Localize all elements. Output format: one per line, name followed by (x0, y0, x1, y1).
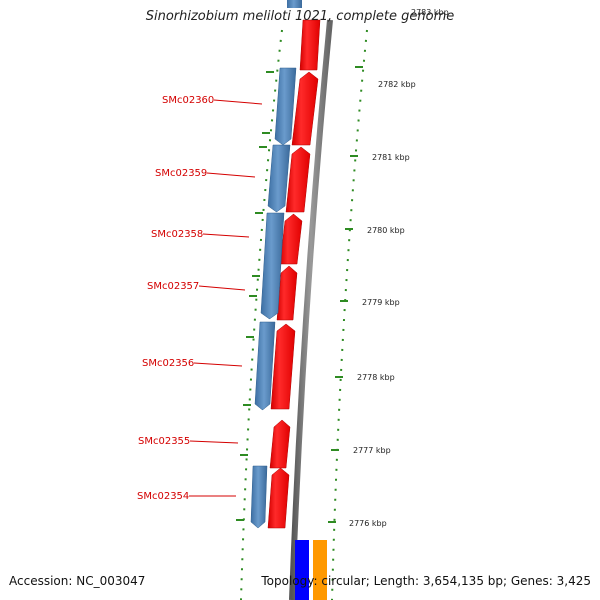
gene-label: SMc02355 (138, 436, 190, 447)
forward-gene-arrow (299, 19, 321, 71)
reverse-gene-arrow (254, 321, 276, 411)
feature-orange-block (313, 540, 327, 600)
gene-leader-line (193, 362, 243, 367)
ruler-tick-label: 2776 kbp (349, 519, 387, 528)
reverse-gene-arrow (260, 212, 285, 320)
gene-label: SMc02356 (142, 358, 194, 369)
ruler-tick-label: 2783 kbp (411, 8, 449, 17)
accession-text: Accession: NC_003047 (9, 574, 146, 588)
ruler-tick-label: 2777 kbp (353, 446, 391, 455)
forward-gene-arrow (285, 146, 311, 213)
gene-label: SMc02359 (155, 168, 207, 179)
ruler-tick-label: 2778 kbp (357, 373, 395, 382)
forward-gene-arrow (279, 213, 303, 265)
gene-leader-line (198, 285, 246, 291)
reverse-gene-arrow (267, 144, 291, 213)
feature-blue-block (295, 540, 309, 600)
gene-leader-line (202, 233, 250, 238)
gene-track (250, 0, 321, 529)
gene-leader-line (206, 172, 256, 178)
gene-leader-line (189, 440, 239, 444)
gc-skew-track (236, 29, 368, 600)
ruler-track: 2783 kbp 2782 kbp 2781 kbp 2780 kbp 2779 kbp… (349, 8, 449, 528)
reverse-gene-arrow (274, 67, 297, 146)
backbone-line (289, 19, 333, 600)
forward-gene-arrow (269, 419, 291, 469)
gene-leader-line (213, 99, 263, 105)
ruler-tick-label: 2779 kbp (362, 298, 400, 307)
gene-label: SMc02360 (162, 95, 214, 106)
reverse-gene-arrow (287, 0, 302, 8)
gene-label: SMc02357 (147, 281, 199, 292)
forward-gene-arrow (270, 323, 296, 410)
gene-label: SMc02354 (137, 491, 189, 502)
topology-text: Topology: circular; Length: 3,654,135 bp… (261, 574, 591, 588)
backbone-track (289, 19, 333, 600)
forward-gene-arrow (276, 265, 298, 321)
genome-title: Sinorhizobium meliloti 1021, complete ge… (145, 9, 455, 24)
gene-label: SMc02358 (151, 229, 203, 240)
reverse-gene-arrow (250, 465, 268, 529)
gc-skew-dots (331, 29, 368, 600)
forward-gene-arrow (291, 71, 319, 146)
ruler-tick-label: 2782 kbp (378, 80, 416, 89)
forward-gene-arrow (267, 467, 290, 529)
ruler-tick-label: 2780 kbp (367, 226, 405, 235)
feature-track (295, 540, 327, 600)
gene-label-layer: SMc02360 SMc02359 SMc02358 SMc02357 SMc02356… (137, 95, 263, 502)
ruler-tick-label: 2781 kbp (372, 153, 410, 162)
